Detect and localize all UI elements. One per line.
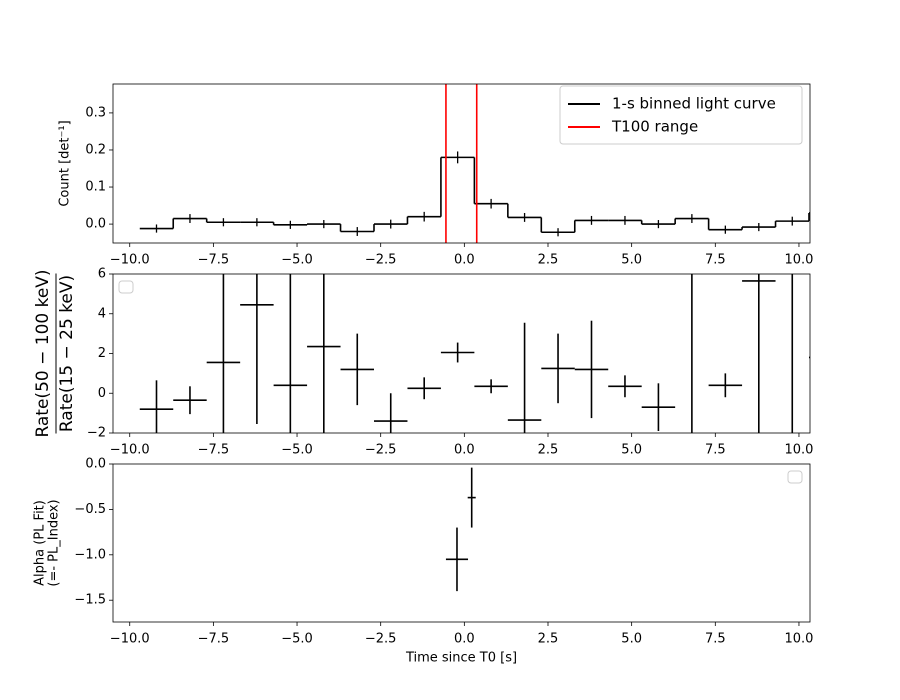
y-tick-label: −1.5 bbox=[74, 593, 106, 608]
y-axis-label: Alpha (PL Fit) bbox=[33, 500, 48, 586]
y-tick-label: −2 bbox=[87, 426, 106, 441]
plot-area bbox=[445, 467, 476, 592]
y-tick-label: 0.1 bbox=[85, 180, 106, 195]
x-tick-label: 2.5 bbox=[538, 632, 559, 647]
x-tick-label: −2.5 bbox=[365, 253, 397, 268]
y-tick-label: 6 bbox=[98, 267, 106, 282]
x-tick-label: 5.0 bbox=[621, 632, 642, 647]
legend-box bbox=[118, 280, 134, 294]
plot-area bbox=[139, 274, 810, 433]
x-tick-label: 10.0 bbox=[784, 632, 813, 647]
legend-box bbox=[787, 470, 803, 484]
x-tick-label: 7.5 bbox=[705, 253, 726, 268]
x-tick-label: 10.0 bbox=[784, 253, 813, 268]
y-tick-label: −1.0 bbox=[74, 547, 106, 562]
x-tick-label: 5.0 bbox=[621, 443, 642, 458]
y-axis-label: Count [det⁻¹] bbox=[58, 120, 73, 206]
x-tick-label: 0.0 bbox=[454, 253, 475, 268]
x-tick-label: 0.0 bbox=[454, 443, 475, 458]
x-tick-label: 7.5 bbox=[705, 632, 726, 647]
x-tick-label: −5.0 bbox=[281, 632, 313, 647]
x-tick-label: −7.5 bbox=[198, 443, 230, 458]
y-tick-label: −0.5 bbox=[74, 502, 106, 517]
x-tick-label: −10.0 bbox=[110, 443, 150, 458]
x-tick-label: −2.5 bbox=[365, 443, 397, 458]
x-tick-label: 0.0 bbox=[454, 632, 475, 647]
y-axis-label-denominator: Rate(15 − 25 keV) bbox=[57, 275, 77, 432]
legend-label: T100 range bbox=[611, 118, 698, 136]
axes-frame bbox=[112, 273, 811, 434]
plot-area bbox=[139, 84, 810, 243]
x-tick-label: 2.5 bbox=[538, 253, 559, 268]
x-axis-label: Time since T0 [s] bbox=[405, 651, 517, 666]
legend-label: 1-s binned light curve bbox=[612, 95, 776, 113]
y-tick-label: 0.0 bbox=[85, 457, 106, 472]
x-tick-label: −7.5 bbox=[198, 253, 230, 268]
x-tick-label: 7.5 bbox=[705, 443, 726, 458]
x-tick-label: −7.5 bbox=[198, 632, 230, 647]
x-tick-label: 10.0 bbox=[784, 443, 813, 458]
x-tick-label: −2.5 bbox=[365, 632, 397, 647]
x-tick-label: −10.0 bbox=[110, 253, 150, 268]
y-tick-label: 0.3 bbox=[85, 105, 106, 120]
x-tick-label: −5.0 bbox=[281, 443, 313, 458]
y-tick-label: 0.0 bbox=[85, 217, 106, 232]
x-tick-label: −5.0 bbox=[281, 253, 313, 268]
x-tick-label: −10.0 bbox=[110, 632, 150, 647]
x-tick-label: 2.5 bbox=[538, 443, 559, 458]
axes-frame bbox=[112, 463, 811, 623]
y-axis-label-numerator: Rate(50 − 100 keV) bbox=[33, 269, 53, 437]
legend-box bbox=[559, 85, 803, 145]
y-tick-label: 2 bbox=[98, 346, 106, 361]
y-tick-label: 0.2 bbox=[85, 142, 106, 157]
y-axis-label: (=- PL_Index) bbox=[47, 499, 62, 586]
x-tick-label: 5.0 bbox=[621, 253, 642, 268]
y-tick-label: 0 bbox=[98, 386, 106, 401]
axes-frame bbox=[112, 83, 811, 244]
y-tick-label: 4 bbox=[98, 306, 106, 321]
